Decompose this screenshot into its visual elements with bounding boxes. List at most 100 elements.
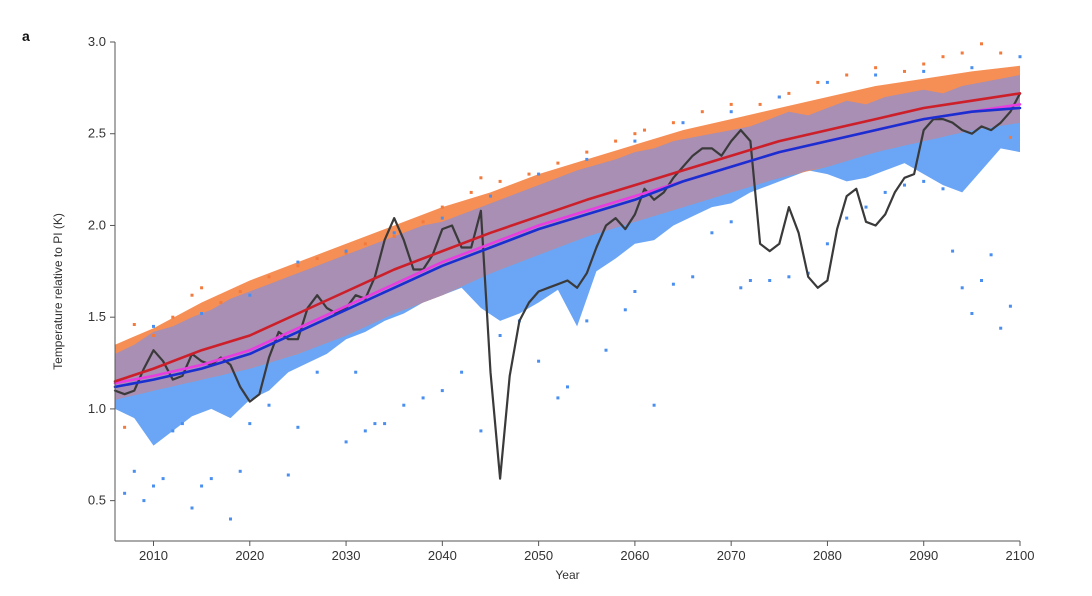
- blue-dot: [1008, 304, 1012, 308]
- orange-dot: [758, 102, 762, 106]
- blue-dot: [825, 80, 829, 84]
- lines-group: [113, 92, 1022, 480]
- x-tick-label: 2070: [717, 548, 746, 563]
- blue-dot: [123, 491, 127, 495]
- blue-dot: [960, 286, 964, 290]
- orange-dot: [152, 334, 155, 337]
- blue-dot: [296, 260, 300, 264]
- orange-dot: [498, 179, 502, 183]
- blue-dot: [768, 279, 772, 282]
- blue-dot: [633, 290, 637, 293]
- blue-dot: [479, 429, 483, 433]
- orange-dot: [585, 150, 589, 154]
- x-tick-label: 2010: [139, 548, 168, 563]
- blue-dot: [1018, 55, 1022, 59]
- x-tick-label: 2020: [235, 548, 264, 563]
- x-axis-title: Year: [555, 568, 579, 582]
- blue-dot: [315, 370, 319, 374]
- x-tick-label: 2080: [813, 548, 842, 563]
- blue-dot: [286, 473, 290, 477]
- blue-dot: [344, 440, 348, 444]
- blue-dot: [132, 469, 136, 473]
- x-tick-label: 2050: [524, 548, 553, 563]
- blue-dot: [180, 422, 184, 426]
- blue-dot: [296, 425, 300, 429]
- blue-dot: [874, 73, 878, 77]
- axes-group: 0.5 1.0 1.5 2.0 2.5 3.0 2010 2020 2030 2040 2050 20…: [88, 34, 1035, 563]
- x-tick-label: 2030: [332, 548, 361, 563]
- overlap-band: [115, 75, 1020, 400]
- blue-dot: [344, 249, 348, 253]
- blue-dot: [585, 157, 589, 161]
- blue-dot: [229, 517, 232, 521]
- blue-dot: [238, 469, 242, 473]
- blue-dot: [922, 179, 926, 183]
- blue-dot: [142, 499, 146, 503]
- blue-dot: [152, 324, 155, 328]
- blue-dot: [864, 205, 868, 209]
- orange-dot: [315, 257, 319, 260]
- orange-dot: [296, 264, 300, 268]
- blue-dot: [248, 422, 252, 426]
- orange-dot: [903, 69, 906, 73]
- blue-dot: [652, 403, 656, 407]
- orange-dot: [200, 286, 204, 290]
- blue-dot: [190, 506, 194, 510]
- blue-dot: [267, 403, 271, 407]
- black-run-line: [113, 92, 1022, 480]
- blue-dot: [710, 231, 714, 235]
- blue-dot: [161, 477, 165, 481]
- blue-dot: [989, 253, 993, 257]
- blue-dot: [421, 396, 425, 400]
- blue-dot: [787, 275, 791, 279]
- blue-dot: [200, 484, 204, 488]
- orange-dot: [556, 161, 560, 165]
- blue-dot: [354, 370, 358, 374]
- orange-dot: [421, 220, 425, 224]
- orange-dot: [787, 91, 791, 95]
- y-tick-label: 2.0: [88, 217, 106, 232]
- x-tick-label: 2060: [620, 548, 649, 563]
- blue-dot: [941, 187, 945, 191]
- orange-dot: [941, 55, 945, 59]
- blue-dot: [556, 396, 560, 400]
- orange-dot: [171, 315, 175, 319]
- orange-dot: [123, 425, 127, 429]
- orange-dot: [999, 51, 1003, 55]
- blue-dot: [739, 286, 743, 290]
- y-tick-label: 1.5: [88, 309, 106, 324]
- blue-dot: [748, 279, 752, 282]
- x-tick-label: 2040: [428, 548, 457, 563]
- orange-dot: [132, 323, 136, 326]
- orange-dot: [700, 110, 704, 114]
- blue-dot: [585, 319, 589, 323]
- blue-dot: [171, 429, 175, 433]
- orange-dot: [874, 66, 878, 70]
- orange-dot: [980, 42, 983, 46]
- blue-dot: [633, 139, 637, 143]
- orange-dot: [1008, 135, 1012, 139]
- orange-dot: [469, 190, 473, 194]
- blue-dot: [604, 348, 608, 352]
- orange-dot: [816, 80, 820, 84]
- orange-dot: [238, 290, 242, 293]
- x-tick-label: 2100: [1006, 548, 1035, 563]
- blue-dot: [922, 69, 926, 73]
- x-tick-label: 2090: [909, 548, 938, 563]
- orange-dot: [344, 251, 348, 255]
- panel-label: a: [22, 28, 30, 44]
- orange-dot: [633, 132, 637, 136]
- orange-dot: [845, 73, 849, 77]
- blue-dot: [623, 308, 627, 312]
- orange-dot: [479, 176, 483, 180]
- orange-dot: [960, 51, 964, 55]
- orange-dot: [363, 242, 367, 246]
- orange-dot: [729, 102, 733, 106]
- blue-dot: [460, 370, 464, 374]
- blue-dot: [951, 249, 955, 253]
- blue-dot: [537, 172, 541, 176]
- blue-dot: [498, 334, 502, 337]
- blue-dot: [903, 183, 906, 187]
- orange-dot: [671, 121, 675, 125]
